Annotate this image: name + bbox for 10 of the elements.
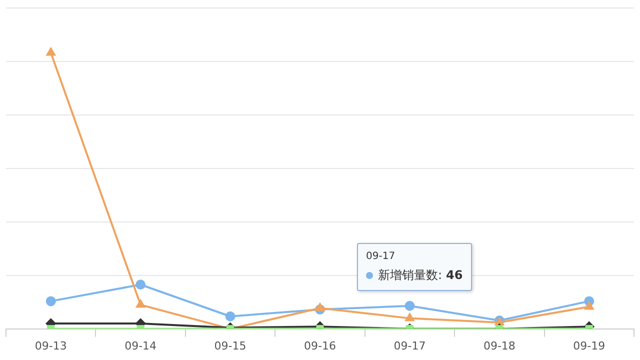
x-tick-label: 09-13 [34, 339, 67, 352]
x-tick-label: 09-19 [573, 339, 606, 352]
legend-label: 新增销量数: [378, 267, 442, 284]
x-tick-label: 09-16 [304, 339, 336, 352]
x-tick-label: 09-14 [124, 339, 157, 352]
x-tick-label: 09-15 [214, 339, 246, 352]
annotation: 46 [446, 267, 463, 284]
x-tick-label: 09-18 [483, 339, 516, 352]
x-tick-label: 09-17 [394, 339, 426, 352]
annotation: 09-17 [366, 250, 396, 264]
